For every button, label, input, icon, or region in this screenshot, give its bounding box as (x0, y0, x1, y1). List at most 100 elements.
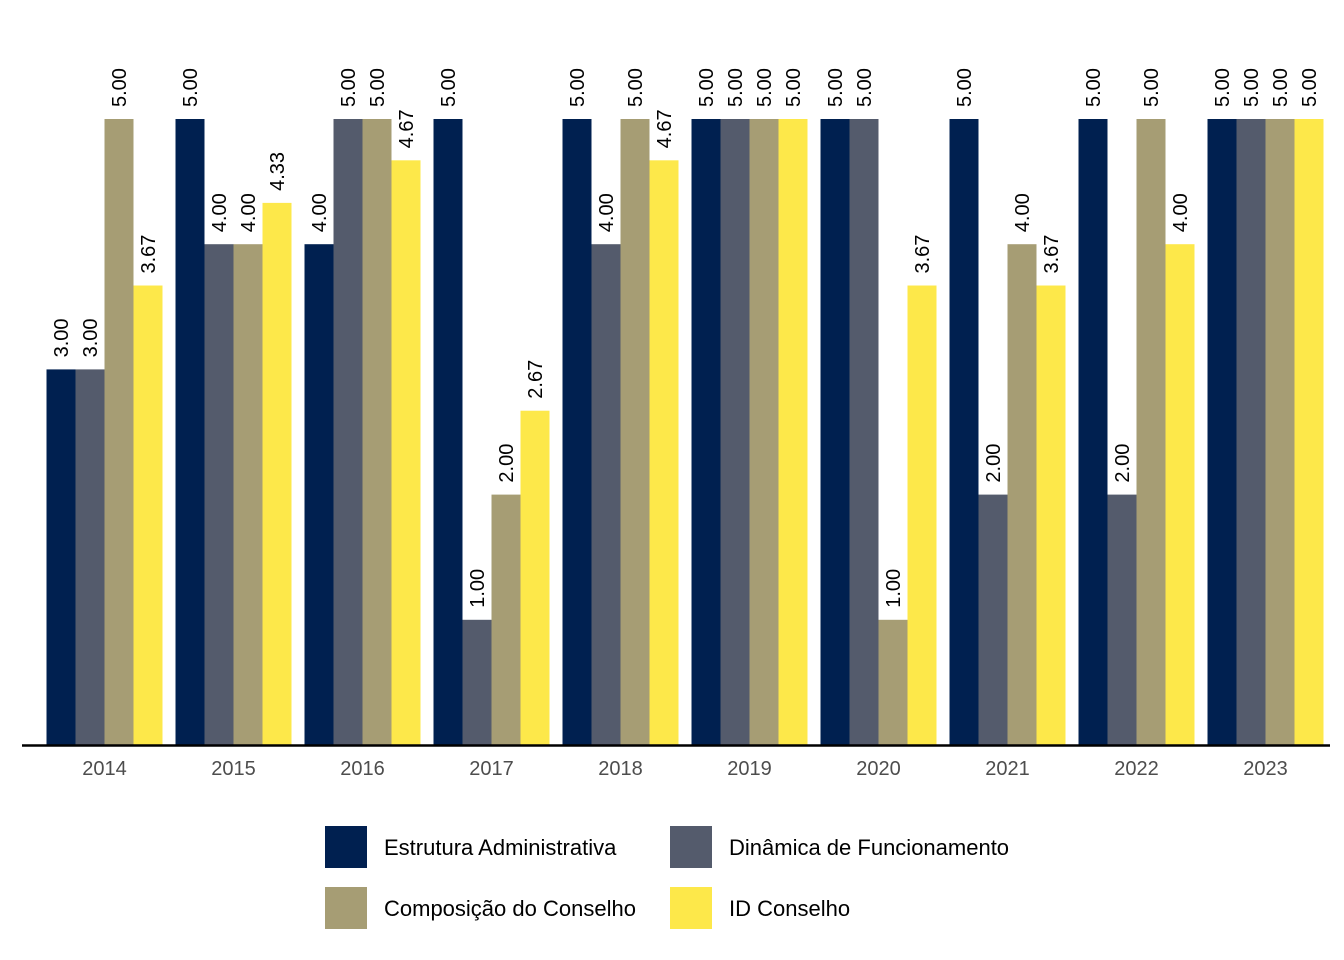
legend-label: Estrutura Administrativa (384, 835, 617, 860)
bar (1007, 244, 1037, 745)
bar (649, 160, 679, 746)
data-labels-layer: 3.00 3.00 5.00 3.67 5.00 4.00 4.00 4.33 4.00 5.00… (51, 68, 1321, 608)
data-label: 2.00 (1112, 444, 1134, 483)
x-tick-labels-layer: 2014 2015 2016 2017 2018 2019 2020 2021 2022 2023 (82, 758, 1288, 780)
data-label: 5.00 (1299, 68, 1321, 107)
bar (620, 119, 650, 745)
bar (433, 119, 463, 745)
bar (175, 119, 205, 745)
x-tick-label: 2016 (340, 758, 385, 780)
bar (304, 244, 334, 745)
data-label: 5.00 (367, 68, 389, 107)
bar (391, 160, 421, 746)
data-label: 3.67 (1041, 235, 1063, 274)
bar (691, 119, 721, 745)
bar (104, 119, 134, 745)
legend: Estrutura Administrativa Dinâmica de Func… (325, 826, 1009, 929)
bar (1236, 119, 1266, 745)
data-label: 4.33 (267, 152, 289, 191)
bar (462, 619, 492, 745)
legend-swatch (670, 826, 712, 868)
bar (262, 202, 292, 745)
bar (978, 494, 1008, 745)
bar (1136, 119, 1166, 745)
data-label: 5.00 (954, 68, 976, 107)
data-label: 3.67 (912, 235, 934, 274)
bar (562, 119, 592, 745)
data-label: 1.00 (467, 569, 489, 608)
bar (1078, 119, 1108, 745)
data-label: 5.00 (625, 68, 647, 107)
bars-layer (46, 119, 1324, 746)
data-label: 4.00 (238, 193, 260, 232)
bar (1265, 119, 1295, 745)
data-label: 4.00 (309, 193, 331, 232)
data-label: 3.00 (51, 318, 73, 357)
bar (204, 244, 234, 745)
bar (1294, 119, 1324, 745)
x-tick-label: 2015 (211, 758, 256, 780)
data-label: 4.00 (1012, 193, 1034, 232)
data-label: 3.67 (138, 235, 160, 274)
legend-label: Dinâmica de Funcionamento (729, 835, 1009, 860)
data-label: 4.00 (209, 193, 231, 232)
data-label: 4.67 (654, 109, 676, 148)
legend-swatch (670, 887, 712, 929)
bar (233, 244, 263, 745)
bar (1165, 244, 1195, 745)
bar (75, 369, 105, 745)
data-label: 5.00 (854, 68, 876, 107)
data-label: 5.00 (1212, 68, 1234, 107)
data-label: 4.00 (596, 193, 618, 232)
x-tick-label: 2014 (82, 758, 127, 780)
data-label: 5.00 (1083, 68, 1105, 107)
x-tick-label: 2022 (1114, 758, 1159, 780)
bar (362, 119, 392, 745)
bar (778, 119, 808, 745)
data-label: 2.00 (496, 444, 518, 483)
data-label: 5.00 (1241, 68, 1263, 107)
bar (591, 244, 621, 745)
data-label: 5.00 (783, 68, 805, 107)
bar (1107, 494, 1137, 745)
bar (520, 410, 550, 745)
bar (849, 119, 879, 745)
x-tick-label: 2017 (469, 758, 514, 780)
x-tick-label: 2020 (856, 758, 901, 780)
data-label: 5.00 (338, 68, 360, 107)
bar (749, 119, 779, 745)
data-label: 5.00 (1141, 68, 1163, 107)
legend-label: Composição do Conselho (384, 896, 636, 921)
legend-swatch (325, 826, 367, 868)
data-label: 5.00 (438, 68, 460, 107)
legend-swatch (325, 887, 367, 929)
data-label: 5.00 (825, 68, 847, 107)
bar (1207, 119, 1237, 745)
bar (949, 119, 979, 745)
x-tick-label: 2018 (598, 758, 643, 780)
bar (1036, 285, 1066, 745)
data-label: 5.00 (696, 68, 718, 107)
data-label: 5.00 (180, 68, 202, 107)
legend-label: ID Conselho (729, 896, 850, 921)
data-label: 3.00 (80, 318, 102, 357)
data-label: 4.67 (396, 109, 418, 148)
bar (333, 119, 363, 745)
x-tick-label: 2019 (727, 758, 772, 780)
bar (907, 285, 937, 745)
x-tick-label: 2023 (1243, 758, 1288, 780)
data-label: 2.67 (525, 360, 547, 399)
data-label: 5.00 (725, 68, 747, 107)
data-label: 5.00 (567, 68, 589, 107)
data-label: 2.00 (983, 444, 1005, 483)
bar (133, 285, 163, 745)
bar (491, 494, 521, 745)
data-label: 4.00 (1170, 193, 1192, 232)
bar (820, 119, 850, 745)
data-label: 1.00 (883, 569, 905, 608)
bar (720, 119, 750, 745)
data-label: 5.00 (109, 68, 131, 107)
data-label: 5.00 (1270, 68, 1292, 107)
